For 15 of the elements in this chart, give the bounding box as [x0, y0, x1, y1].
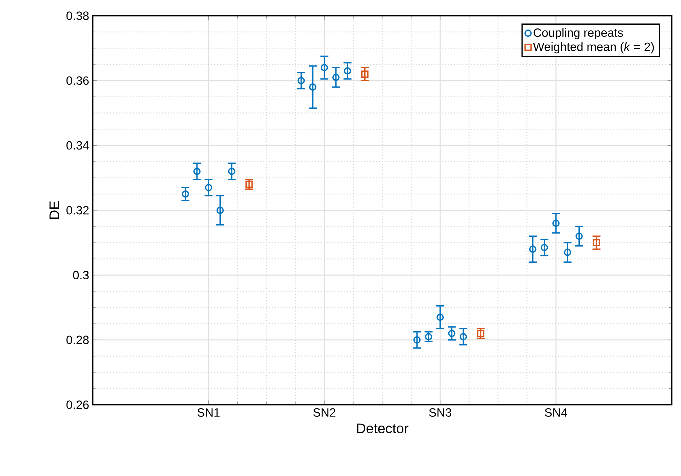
x-tick-label: SN2 [314, 408, 336, 417]
y-tick-label: 0.38 [66, 12, 89, 20]
y-tick-label: 0.32 [66, 206, 89, 215]
x-axis-title: Detector [357, 424, 409, 434]
y-tick-label: 0.36 [66, 76, 89, 86]
legend-label: Coupling repeats [534, 28, 624, 40]
x-tick-label: SN1 [198, 408, 220, 417]
legend-label: Weighted mean (k = 2) [533, 42, 654, 54]
x-tick-label: SN3 [429, 408, 452, 417]
y-tick-label: 0.28 [66, 336, 89, 344]
x-tick-label: SN4 [545, 408, 568, 417]
y-tick-label: 0.34 [66, 141, 90, 150]
y-tick-label: 0.3 [73, 271, 89, 280]
y-axis-title: DE [50, 201, 60, 220]
y-tick-label: 0.26 [66, 400, 89, 410]
